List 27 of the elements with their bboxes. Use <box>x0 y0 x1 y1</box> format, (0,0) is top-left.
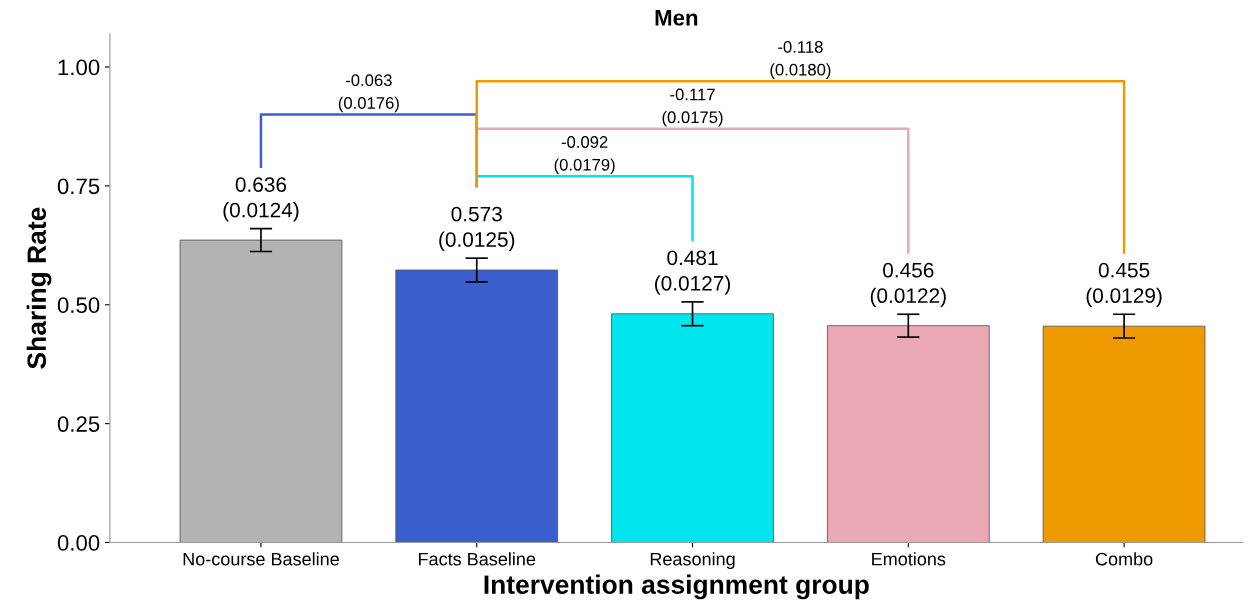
x-tick-label: Facts Baseline <box>419 552 536 566</box>
y-tick-label: 0.50 <box>57 297 100 314</box>
y-axis-title: Sharing Rate <box>26 207 52 369</box>
data-label: 0.455 (0.0129) <box>1086 262 1162 308</box>
y-tick-label: 0.00 <box>57 535 100 551</box>
chart-title: Men <box>655 10 698 26</box>
bar <box>395 269 559 543</box>
bar <box>826 325 990 543</box>
x-tick-label: No-course Baseline <box>183 552 339 566</box>
x-tick-label: Combo <box>1095 552 1153 566</box>
annotation: -0.092 (0.0179) <box>554 136 615 174</box>
x-tick-label: Reasoning <box>650 552 735 570</box>
data-label: 0.573 (0.0125) <box>439 206 515 252</box>
y-tick-label: 0.25 <box>57 416 100 432</box>
data-label: 0.481 (0.0127) <box>655 250 731 295</box>
y-tick-label: 1.00 <box>58 59 100 76</box>
bar <box>1042 325 1206 543</box>
annotation: -0.063 (0.0176) <box>338 74 399 113</box>
annotation: -0.117 (0.0175) <box>662 88 723 127</box>
bar <box>179 239 343 543</box>
x-tick-label: Emotions <box>872 552 946 566</box>
bar <box>611 313 774 543</box>
data-label: 0.456 (0.0122) <box>870 262 946 308</box>
annotation: -0.118 (0.0180) <box>770 41 831 79</box>
data-label: 0.636 (0.0124) <box>223 177 299 222</box>
x-axis-title: Intervention assignment group <box>484 574 869 600</box>
y-tick-label: 0.75 <box>57 178 100 195</box>
